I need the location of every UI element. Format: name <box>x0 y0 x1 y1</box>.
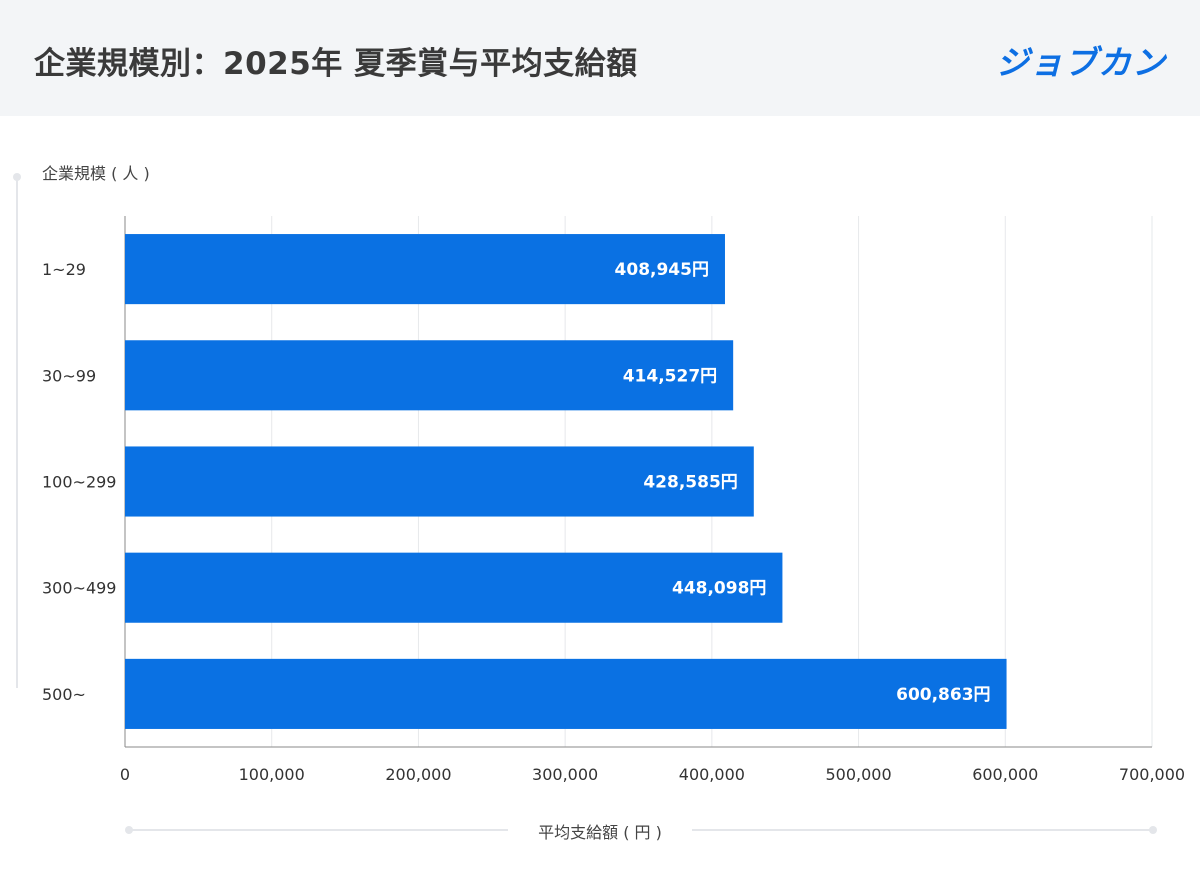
x-axis-guide-dot-right <box>1149 826 1157 834</box>
x-tick-label: 100,000 <box>239 765 305 784</box>
category-label: 30~99 <box>42 366 96 385</box>
bar <box>125 552 783 623</box>
chart-header: 企業規模別：2025年 夏季賞与平均支給額 ジョブカン <box>0 0 1200 116</box>
brand-logo: ジョブカン <box>996 43 1166 82</box>
x-axis-title: 平均支給額 ( 円 ) <box>508 823 692 842</box>
x-tick-label: 300,000 <box>532 765 598 784</box>
bar-value-label: 414,527円 <box>623 366 717 386</box>
y-axis-title: 企業規模 ( 人 ) <box>42 164 150 183</box>
y-axis-guide-dot <box>13 173 21 181</box>
chart-title: 企業規模別：2025年 夏季賞与平均支給額 <box>34 46 638 82</box>
bar <box>125 340 734 411</box>
category-label: 100~299 <box>42 473 116 492</box>
bar <box>125 658 1007 729</box>
x-tick-label: 700,000 <box>1119 765 1185 784</box>
x-tick-label: 500,000 <box>825 765 891 784</box>
category-label: 1~29 <box>42 260 86 279</box>
x-tick-label: 600,000 <box>972 765 1038 784</box>
bar <box>125 234 725 305</box>
bar-value-label: 408,945円 <box>615 260 709 280</box>
x-axis-guide-dot-left <box>125 826 133 834</box>
bar-value-label: 600,863円 <box>896 685 990 705</box>
category-label: 500~ <box>42 685 86 704</box>
bar-value-label: 428,585円 <box>643 473 737 493</box>
x-tick-label: 200,000 <box>385 765 451 784</box>
x-axis-title-wrap: 平均支給額 ( 円 ) <box>0 819 1200 843</box>
category-label: 300~499 <box>42 579 116 598</box>
x-tick-label: 0 <box>120 765 130 784</box>
bar <box>125 446 754 517</box>
bar-value-label: 448,098円 <box>672 579 766 599</box>
x-tick-label: 400,000 <box>679 765 745 784</box>
